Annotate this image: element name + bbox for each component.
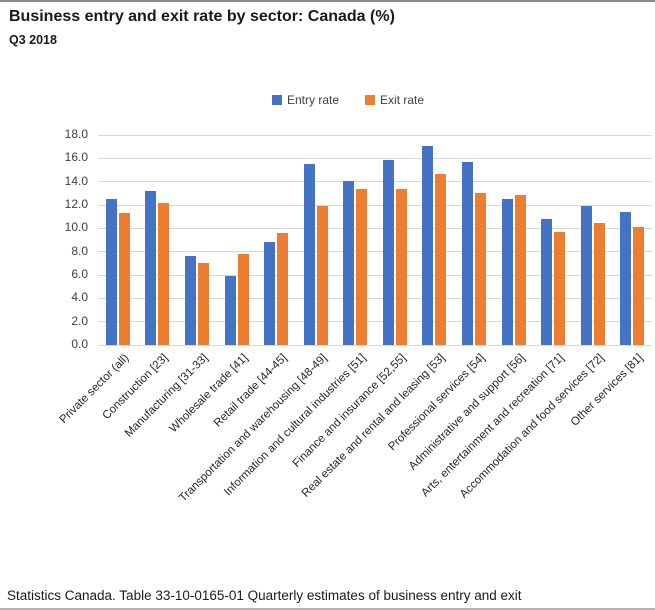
- entry-rate-swatch-icon: [272, 95, 282, 105]
- bar-entry-rate: [501, 199, 513, 345]
- legend-label-exit-rate: Exit rate: [380, 93, 425, 107]
- bar-exit-rate: [633, 227, 645, 345]
- bar-entry-rate: [422, 145, 434, 345]
- gridline: [98, 344, 652, 346]
- bar-exit-rate: [118, 213, 130, 345]
- y-tick-label: 10.0: [64, 220, 88, 235]
- gridline: [98, 157, 652, 159]
- chart-title: Business entry and exit rate by sector: …: [9, 8, 395, 25]
- bar-exit-rate: [593, 222, 605, 345]
- gridline: [98, 321, 652, 323]
- gridline: [98, 297, 652, 299]
- bar-entry-rate: [343, 180, 355, 345]
- bar-exit-rate: [395, 188, 407, 345]
- y-tick-label: 4.0: [71, 290, 88, 305]
- gridline: [98, 181, 652, 183]
- bar-entry-rate: [580, 206, 592, 345]
- bar-entry-rate: [303, 164, 315, 345]
- chart-legend: Entry rate Exit rate: [272, 93, 424, 107]
- chart-subtitle: Q3 2018: [9, 33, 57, 47]
- legend-item-entry-rate: Entry rate: [272, 93, 339, 107]
- gridline: [98, 204, 652, 206]
- bar-exit-rate: [277, 233, 289, 345]
- bar-entry-rate: [541, 219, 553, 345]
- legend-label-entry-rate: Entry rate: [287, 93, 340, 107]
- bar-entry-rate: [184, 256, 196, 345]
- y-tick-label: 14.0: [64, 173, 88, 188]
- y-tick-label: 0.0: [71, 337, 88, 351]
- gridline: [98, 227, 652, 229]
- bar-entry-rate: [105, 199, 117, 345]
- source-caption: Statistics Canada. Table 33-10-0165-01 Q…: [7, 588, 522, 603]
- bar-entry-rate: [620, 212, 632, 345]
- bar-entry-rate: [224, 276, 236, 345]
- window-top-edge: [0, 0, 655, 2]
- y-tick-label: 2.0: [71, 313, 88, 328]
- legend-item-exit-rate: Exit rate: [365, 93, 424, 107]
- y-tick-label: 18.0: [64, 127, 88, 141]
- bar-exit-rate: [197, 263, 209, 345]
- bar-entry-rate: [382, 159, 394, 345]
- bar-exit-rate: [237, 254, 249, 345]
- y-tick-label: 12.0: [64, 197, 88, 211]
- gridline: [98, 274, 652, 276]
- bar-exit-rate: [514, 194, 526, 345]
- y-tick-label: 16.0: [64, 150, 88, 165]
- bar-exit-rate: [554, 231, 566, 345]
- bar-exit-rate: [316, 206, 328, 345]
- y-tick-label: 8.0: [71, 243, 88, 258]
- bar-exit-rate: [158, 202, 170, 345]
- y-tick-label: 6.0: [71, 267, 88, 281]
- window-bottom-edge: [0, 608, 655, 610]
- exit-rate-swatch-icon: [365, 95, 376, 105]
- bar-exit-rate: [356, 188, 368, 345]
- gridline: [98, 251, 652, 253]
- bar-entry-rate: [145, 191, 157, 345]
- bar-exit-rate: [474, 193, 486, 345]
- bar-entry-rate: [264, 242, 276, 345]
- bar-exit-rate: [435, 173, 447, 345]
- bar-entry-rate: [461, 161, 473, 345]
- gridline: [98, 134, 652, 136]
